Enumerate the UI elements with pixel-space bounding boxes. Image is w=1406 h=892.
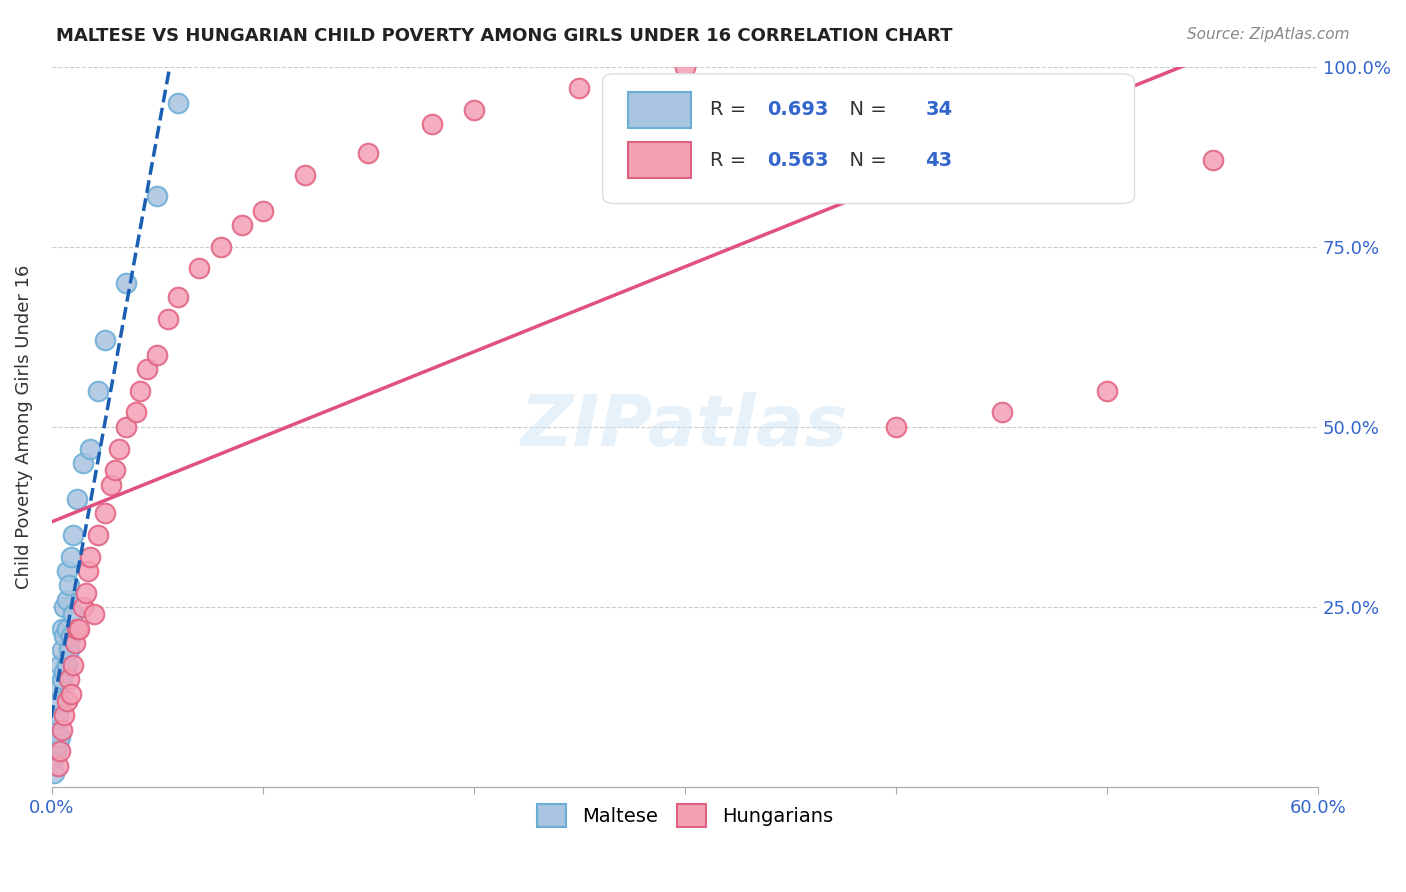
Point (62, 528, 84, 542)
Point (45, 744, 67, 758)
Point (62, 657, 84, 672)
Point (55, 694, 77, 708)
Legend: Maltese, Hungarians: Maltese, Hungarians (529, 796, 841, 835)
Point (55, 564, 77, 578)
Point (51, 643, 73, 657)
Point (51, 672, 73, 686)
Point (46, 737, 69, 751)
Point (67, 622, 90, 636)
Point (49, 694, 72, 708)
Point (93, 507, 115, 521)
Point (990, 405, 1012, 419)
Point (49, 744, 72, 758)
Text: N =: N = (837, 100, 893, 120)
Text: 34: 34 (925, 100, 953, 120)
Point (114, 276, 136, 290)
Text: 0.693: 0.693 (768, 100, 828, 120)
Point (66, 491, 89, 506)
Point (46, 679, 69, 693)
Point (779, 45, 801, 60)
Point (252, 203, 274, 218)
Point (49, 657, 72, 672)
Text: Source: ZipAtlas.com: Source: ZipAtlas.com (1187, 27, 1350, 42)
Point (72, 456, 94, 470)
Point (53, 665, 76, 679)
Point (79, 549, 101, 564)
FancyBboxPatch shape (628, 142, 692, 178)
Point (1201, 153, 1223, 168)
Point (46, 758, 69, 772)
Point (58, 643, 80, 657)
Point (72, 600, 94, 615)
Point (100, 477, 122, 491)
Point (167, 95, 190, 110)
Point (55, 657, 77, 672)
Y-axis label: Child Poverty Among Girls Under 16: Child Poverty Among Girls Under 16 (15, 265, 32, 589)
Point (146, 189, 169, 203)
Point (53, 708, 76, 723)
Point (129, 384, 152, 398)
Point (58, 672, 80, 686)
Point (79, 442, 101, 456)
Point (294, 168, 316, 182)
Point (49, 730, 72, 744)
Point (114, 420, 136, 434)
Point (83, 607, 105, 622)
Point (463, 103, 485, 117)
Text: R =: R = (710, 100, 752, 120)
FancyBboxPatch shape (628, 92, 692, 128)
FancyBboxPatch shape (603, 74, 1135, 203)
Point (58, 578, 80, 592)
Point (167, 290, 190, 304)
Point (104, 463, 127, 477)
Point (188, 261, 211, 276)
Point (63, 636, 86, 650)
Point (59, 549, 82, 564)
Point (42, 751, 65, 765)
Point (231, 218, 253, 232)
Point (156, 311, 179, 326)
Point (146, 348, 169, 362)
Point (51, 622, 73, 636)
Point (125, 405, 148, 419)
Point (66, 622, 89, 636)
Point (53, 629, 76, 643)
Point (1095, 384, 1118, 398)
Text: R =: R = (710, 151, 752, 169)
Point (59, 686, 82, 700)
Text: MALTESE VS HUNGARIAN CHILD POVERTY AMONG GIRLS UNDER 16 CORRELATION CHART: MALTESE VS HUNGARIAN CHILD POVERTY AMONG… (56, 27, 953, 45)
Point (87, 528, 110, 542)
Point (51, 723, 73, 737)
Point (420, 117, 443, 131)
Point (75, 585, 97, 599)
Point (42, 765, 65, 780)
Point (108, 442, 131, 456)
Point (76, 564, 98, 578)
Text: N =: N = (837, 151, 893, 169)
Point (884, 420, 907, 434)
Point (87, 384, 110, 398)
Text: ZIPatlas: ZIPatlas (522, 392, 849, 461)
Text: 43: 43 (925, 151, 953, 169)
Point (59, 629, 82, 643)
Point (55, 592, 77, 607)
Point (93, 334, 115, 348)
Point (53, 600, 76, 615)
Point (46, 708, 69, 723)
Point (55, 622, 77, 636)
Point (135, 362, 157, 376)
Point (673, 60, 696, 74)
Text: 0.563: 0.563 (768, 151, 828, 169)
Point (568, 81, 591, 95)
Point (209, 240, 232, 254)
Point (62, 607, 84, 622)
Point (357, 146, 380, 161)
Point (45, 723, 67, 737)
